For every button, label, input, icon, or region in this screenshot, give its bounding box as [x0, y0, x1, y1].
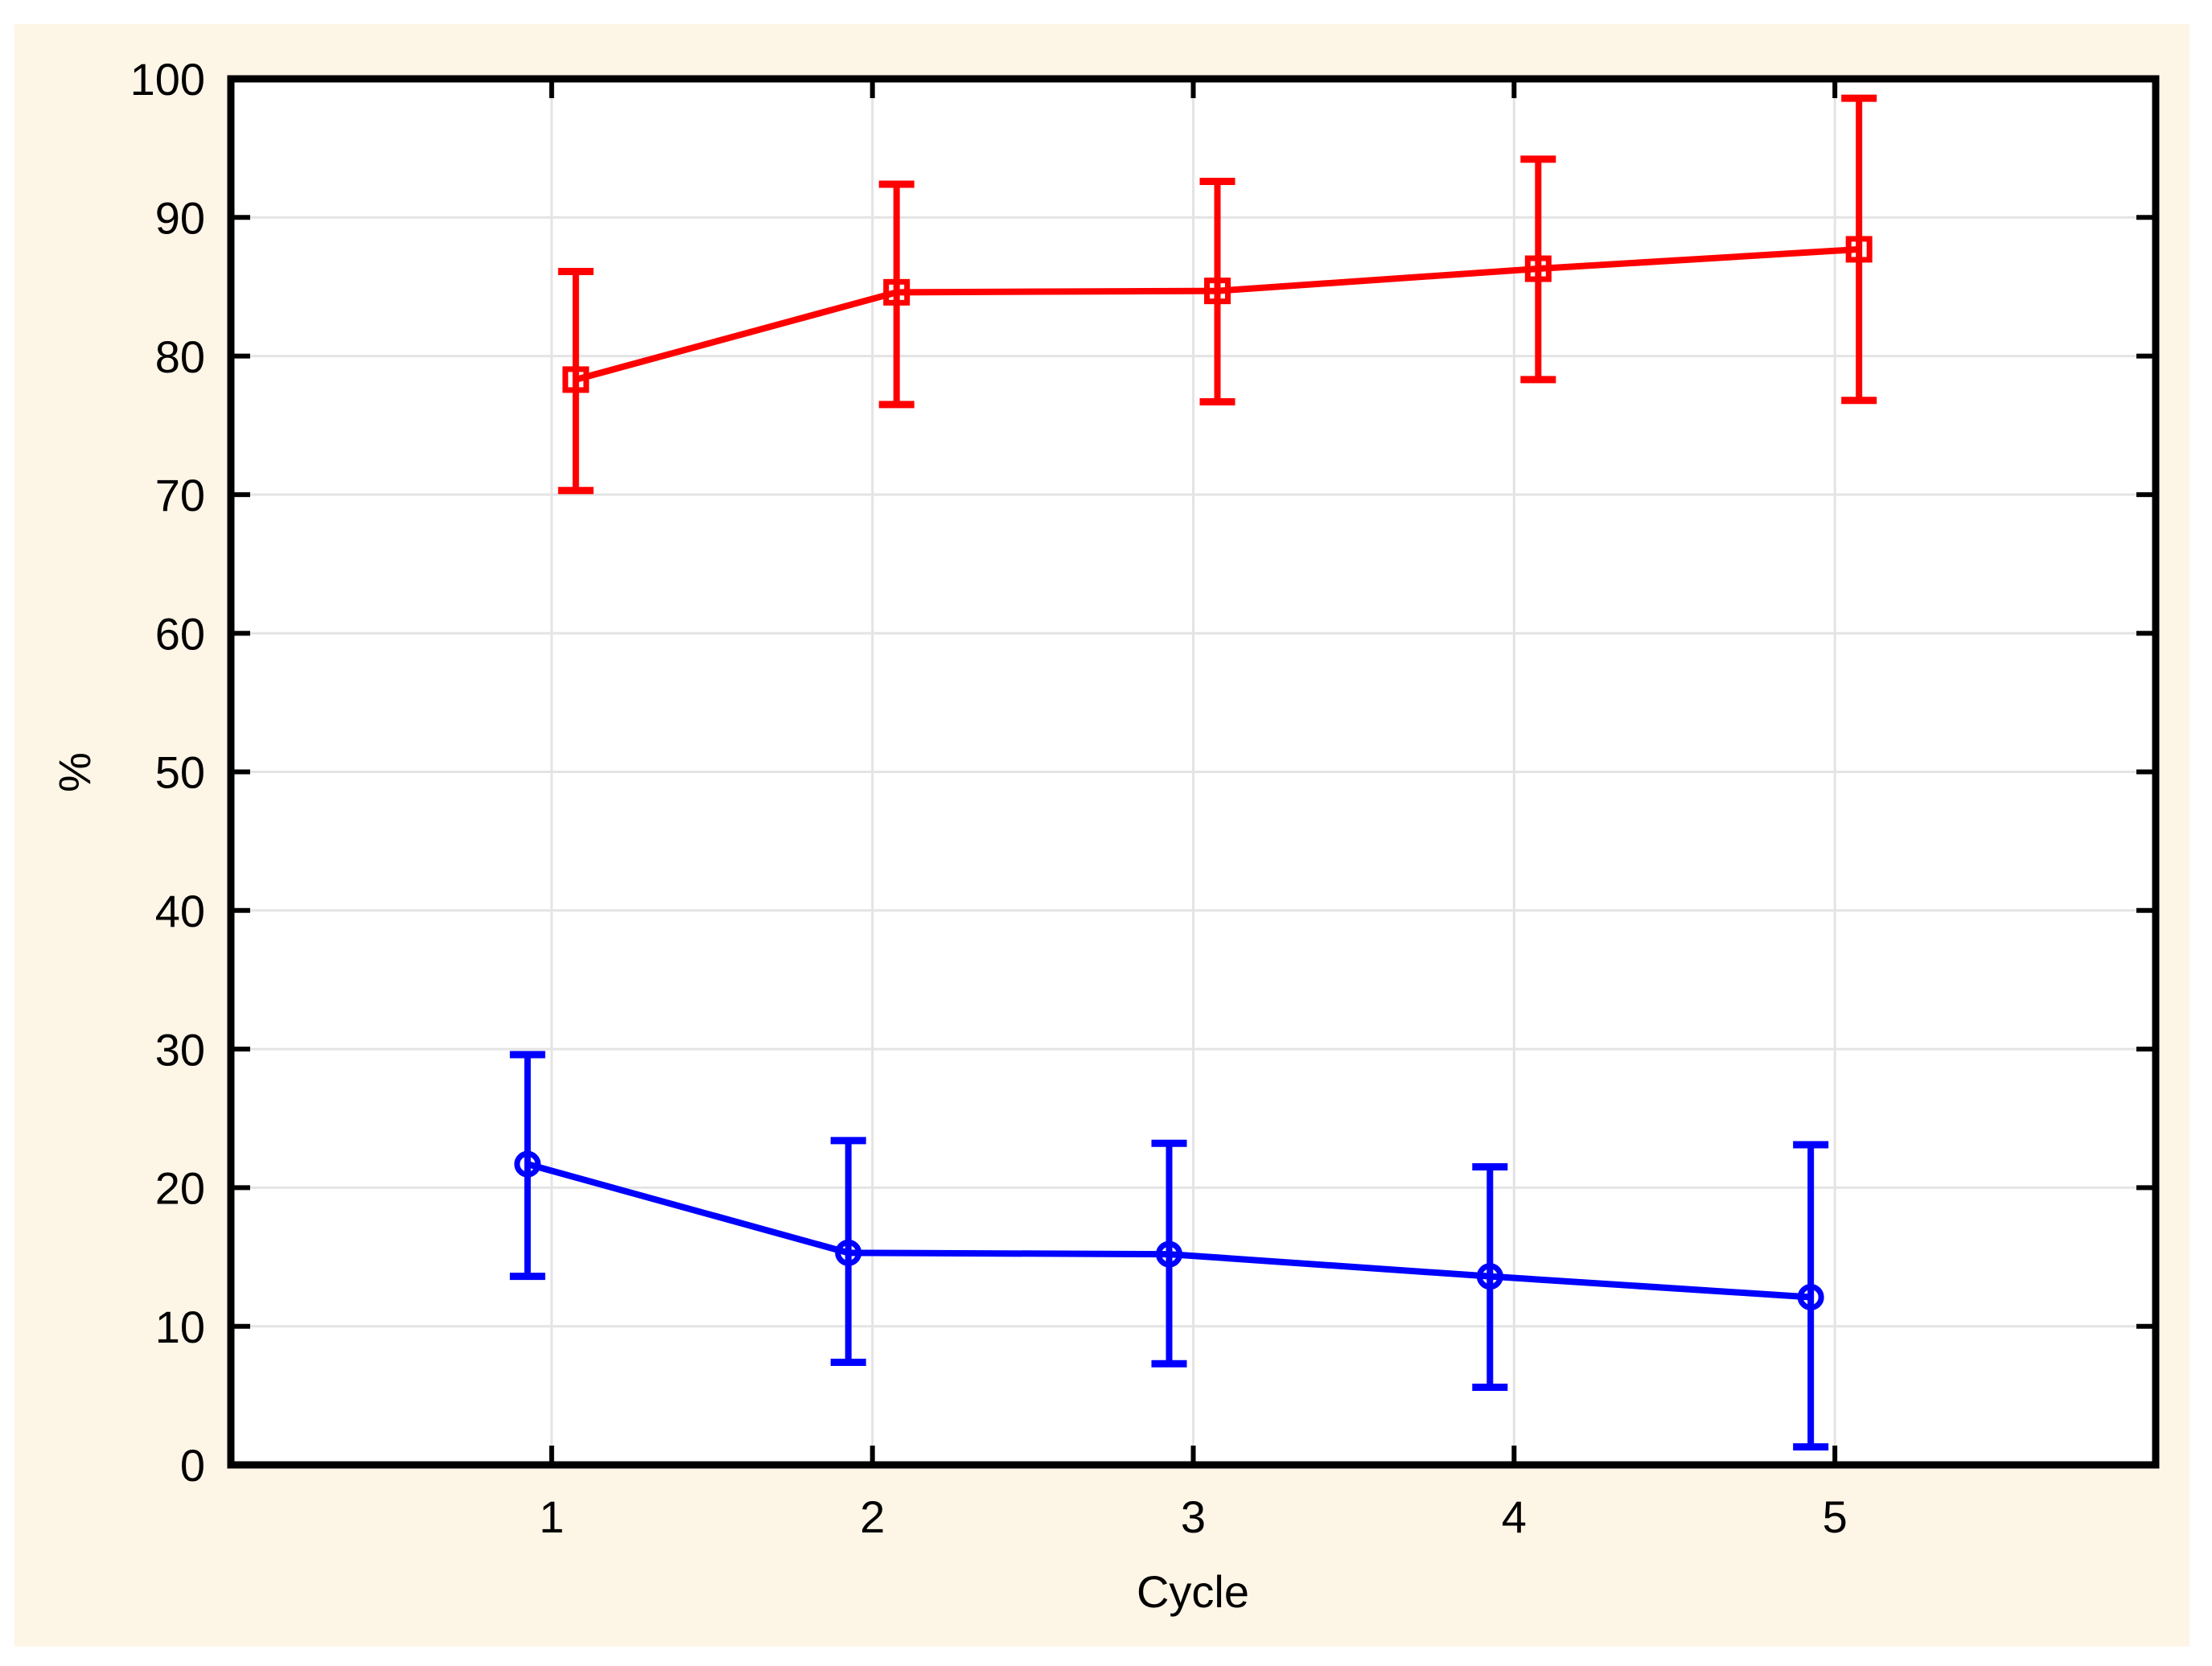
y-tick-label: 60 — [155, 608, 205, 659]
x-tick-label: 3 — [1181, 1491, 1206, 1542]
y-axis-title: % — [49, 752, 100, 792]
y-tick-label: 20 — [155, 1163, 205, 1214]
series-line-lower-blue — [526, 1161, 1811, 1301]
series-line-upper-red — [574, 245, 1860, 383]
y-tick-label: 40 — [155, 886, 205, 936]
y-tick-label: 0 — [180, 1440, 205, 1491]
square-marker — [1845, 236, 1873, 263]
square-marker — [562, 366, 590, 393]
circle-marker — [1156, 1240, 1182, 1268]
y-tick-label: 80 — [155, 331, 205, 382]
x-tick-label: 2 — [860, 1491, 885, 1542]
y-tick-label: 70 — [155, 470, 205, 520]
circle-marker — [1797, 1284, 1824, 1311]
x-tick-label: 5 — [1823, 1491, 1848, 1542]
y-tick-label: 10 — [155, 1302, 205, 1352]
square-marker — [1204, 278, 1231, 305]
y-tick-label: 50 — [155, 747, 205, 798]
square-marker — [1524, 255, 1552, 282]
x-tick-label: 4 — [1502, 1491, 1527, 1542]
chart-layers: 0 10 20 30 40 50 60 70 80 90 100 1 2 3 4 5 — [14, 24, 2189, 1647]
x-axis-title: Cycle — [1137, 1566, 1249, 1617]
circle-marker — [1476, 1263, 1503, 1290]
square-marker — [883, 278, 911, 306]
circle-marker — [514, 1150, 541, 1178]
y-tick-label: 30 — [155, 1024, 205, 1075]
y-tick-label: 90 — [155, 192, 205, 243]
y-tick-label: 100 — [130, 54, 205, 105]
circle-marker — [835, 1239, 862, 1266]
x-tick-label: 1 — [539, 1491, 564, 1542]
